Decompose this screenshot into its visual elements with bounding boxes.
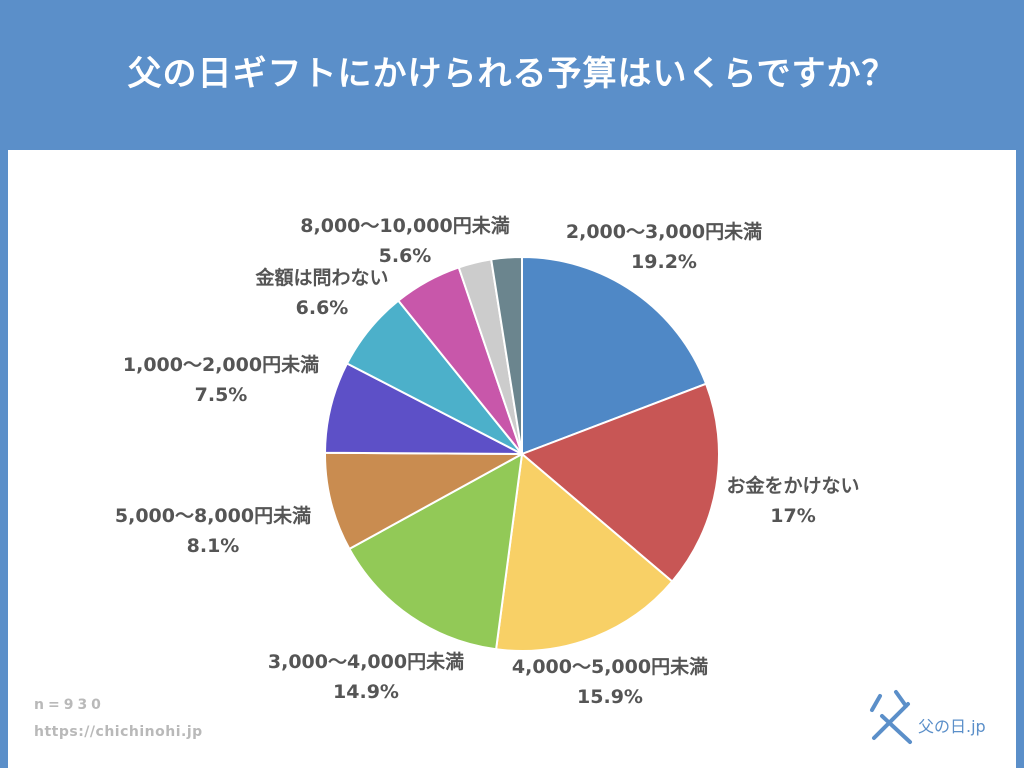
pie-slice	[520, 382, 720, 583]
pie-slice	[490, 255, 523, 455]
slice-category-label: 2,000〜3,000円未満	[566, 220, 762, 243]
slice-value-label: 19.2%	[631, 251, 697, 273]
pie-slice	[494, 452, 674, 652]
slice-value-label: 14.9%	[333, 681, 399, 703]
slice-value-label: 17%	[770, 505, 815, 527]
logo-text-suffix: .jp	[966, 717, 986, 736]
slice-category-label: 金額は問わない	[254, 266, 388, 289]
pie-slice	[324, 451, 526, 551]
slice-value-label: 6.6%	[296, 297, 349, 319]
slice-category-label: 8,000〜10,000円未満	[300, 214, 509, 237]
source-url: https://chichinohi.jp	[34, 724, 203, 740]
slice-category-label: 3,000〜4,000円未満	[268, 650, 464, 673]
pie-slice	[521, 255, 708, 456]
slice-value-label: 8.1%	[187, 535, 240, 557]
slice-value-label: 15.9%	[577, 686, 643, 708]
slice-category-label: お金をかけない	[726, 474, 859, 497]
logo-text-main: 父の日	[918, 717, 966, 736]
slice-category-label: 1,000〜2,000円未満	[123, 353, 319, 376]
slice-category-label: 5,000〜8,000円未満	[115, 504, 311, 527]
slice-value-label: 5.6%	[379, 245, 432, 267]
header: 父の日ギフトにかけられる予算はいくらですか？	[0, 0, 1024, 150]
slice-category-label: 4,000〜5,000円未満	[512, 655, 708, 678]
page-title: 父の日ギフトにかけられる予算はいくらですか？	[127, 53, 897, 94]
pie-slice	[348, 452, 524, 651]
slice-value-label: 7.5%	[195, 384, 248, 406]
sample-size-label: n=930	[34, 697, 105, 713]
logo: 父の日 .jp	[870, 690, 986, 744]
